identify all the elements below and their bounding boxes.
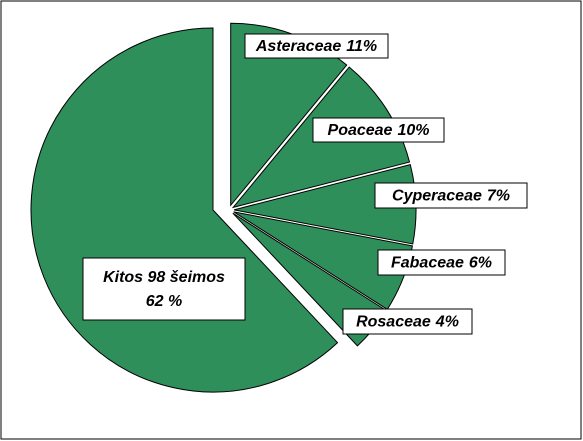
- category-label: Cyperaceae: [392, 188, 482, 205]
- slice-label: Poaceae 10%: [328, 122, 430, 139]
- value-label: 10%: [397, 122, 429, 139]
- value-label: 62 %: [146, 293, 182, 310]
- category-label: Fabaceae: [391, 255, 464, 272]
- category-label: Asteraceae: [255, 38, 342, 55]
- slice-label: Fabaceae 6%: [391, 255, 492, 272]
- value-label: 11%: [346, 38, 377, 55]
- value-label: 7%: [487, 188, 510, 205]
- label-box: [82, 257, 246, 321]
- slice-label: Asteraceae 11%: [255, 38, 377, 55]
- category-label: Kitos 98 šeimos: [103, 269, 225, 286]
- label-box: [312, 117, 445, 143]
- slice-label: Cyperaceae 7%: [392, 188, 510, 205]
- category-label: Rosaceae: [356, 314, 431, 331]
- label-box: [244, 33, 389, 59]
- label-box: [342, 308, 473, 335]
- category-label: Poaceae: [328, 122, 393, 139]
- slice-label: Kitos 98 šeimos 62 %: [103, 269, 225, 310]
- value-label: 4%: [435, 314, 459, 331]
- label-box: [377, 249, 506, 276]
- value-label: 6%: [469, 255, 492, 272]
- slice-label: Rosaceae 4%: [356, 314, 459, 331]
- label-box: [374, 182, 528, 209]
